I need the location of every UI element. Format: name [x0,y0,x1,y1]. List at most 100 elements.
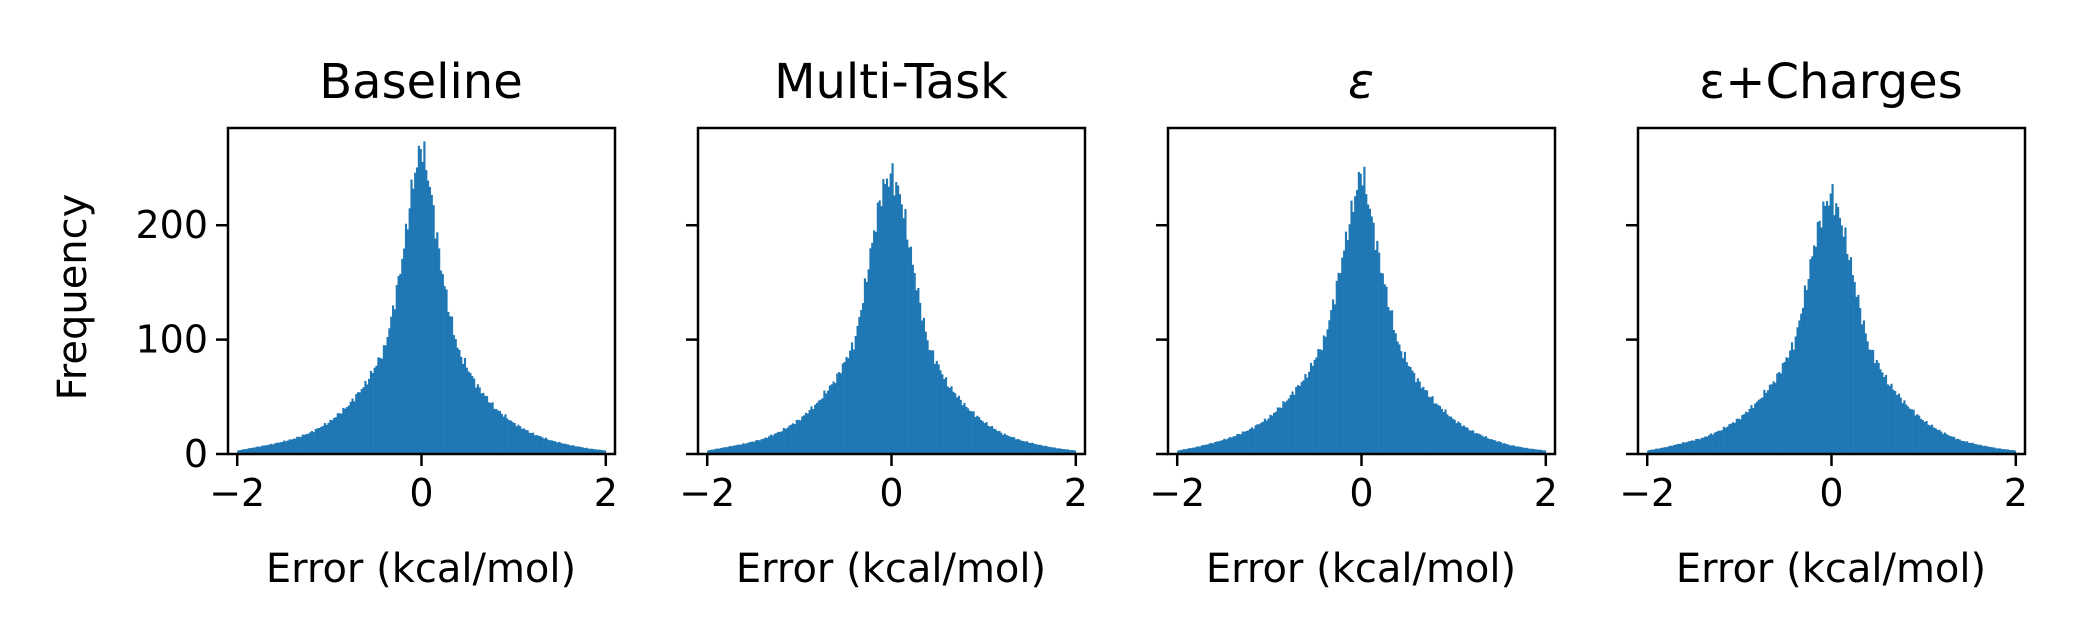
histogram-bar [498,410,502,454]
y-axis-label: Frequency [50,194,96,401]
histogram-bar [904,209,907,454]
histogram-bar [1995,448,1998,454]
histogram-bar [985,422,988,454]
histogram-bar [747,442,750,454]
histogram-bar [1435,403,1438,454]
histogram-bar [793,424,796,454]
histogram-bar [1298,385,1301,454]
histogram-bar [1278,407,1281,454]
histogram-bar [338,413,341,454]
histogram-bar [906,239,909,454]
histogram-bar [1894,391,1897,454]
histogram-bar [452,335,455,454]
histogram-bar [1519,447,1523,454]
histogram-bar [255,446,258,454]
histogram-bar [392,305,395,454]
histogram-bar [598,449,601,454]
histogram-bar [1243,431,1246,454]
histogram-bar [556,442,559,454]
histogram-bar [347,405,350,454]
histogram-bar [358,392,361,454]
histogram-bar [1260,422,1263,454]
histogram-bar [760,439,763,454]
histogram-bar [563,443,566,454]
histogram-bar [1746,412,1749,454]
x-tick-label: 2 [1064,471,1088,515]
histogram-bar [591,448,594,454]
histogram-bar [970,411,973,454]
histogram-bar [1966,441,1969,454]
histogram-bar [742,443,745,454]
histogram-bar [1967,442,1971,454]
histogram-bar [707,450,710,454]
histogram-bar [950,386,953,454]
histogram-bar [310,430,314,454]
histogram-bar [1988,446,1991,454]
histogram-bar [1669,445,1672,454]
histogram-bar [996,431,999,454]
histogram-bar [1184,449,1187,454]
histogram-bar [1855,296,1858,454]
histogram-bar [1521,447,1524,454]
histogram-bar [721,447,725,454]
histogram-bar [414,172,417,454]
histogram-bar [242,449,245,454]
histogram-bar [1719,430,1722,454]
histogram-bar [804,412,808,454]
histogram-bar [585,447,588,454]
histogram-bar [838,372,841,454]
histogram-bar [1684,442,1687,454]
histogram-bar [1267,418,1270,454]
histogram-bar [1352,212,1355,454]
histogram-bar [1884,375,1888,454]
histogram-bar [1477,433,1480,454]
histogram-bar [285,441,288,454]
panel-title: Multi-Task [774,54,1008,110]
histogram-bar [279,442,282,454]
histogram-bar [1453,419,1456,454]
histogram-bar [1295,387,1298,454]
histogram-bar [366,384,369,454]
histogram-bar [1203,445,1206,454]
histogram-bar [1188,448,1191,454]
histogram-bar [1737,418,1740,454]
histogram-bar [867,269,870,454]
histogram-bar [1055,448,1058,454]
histogram-bar [600,449,603,454]
histogram-bar [1772,381,1775,454]
histogram-bar [729,445,732,454]
histogram-bar [1835,203,1838,454]
histogram-bar [1451,418,1454,454]
histogram-bar [380,358,384,454]
histogram-bar [395,285,398,454]
histogram-bar [1389,310,1392,454]
histogram-bar [1953,436,1956,454]
histogram-bar [281,441,284,454]
histogram-bar [1182,449,1185,454]
histogram-bar [1309,362,1313,454]
histogram-bar [1809,259,1812,454]
histogram-bar [1761,397,1764,454]
histogram-bar [1319,349,1322,454]
histogram-bar [1350,200,1353,454]
histogram-bar [1748,408,1751,454]
histogram-bar [1881,372,1884,454]
histogram-bar [2001,449,2004,454]
histogram-bar [1475,433,1478,454]
histogram-bar [878,200,881,454]
histogram-bar [2004,449,2007,454]
histogram-bar [1217,441,1220,454]
histogram-bar [952,391,955,454]
histogram-bar [1831,184,1834,455]
histogram-bar [1029,443,1032,454]
histogram-bar [876,202,879,454]
histogram-bar [541,437,544,454]
x-axis-label: Error (kcal/mol) [1676,546,1986,592]
histogram-bar [1258,424,1261,454]
histogram-bar [956,397,959,454]
histogram-bar [345,407,349,454]
histogram-bar [1800,313,1803,454]
histogram-bar [274,443,277,454]
histogram-bar [458,349,461,454]
histogram-bar [1787,357,1790,454]
